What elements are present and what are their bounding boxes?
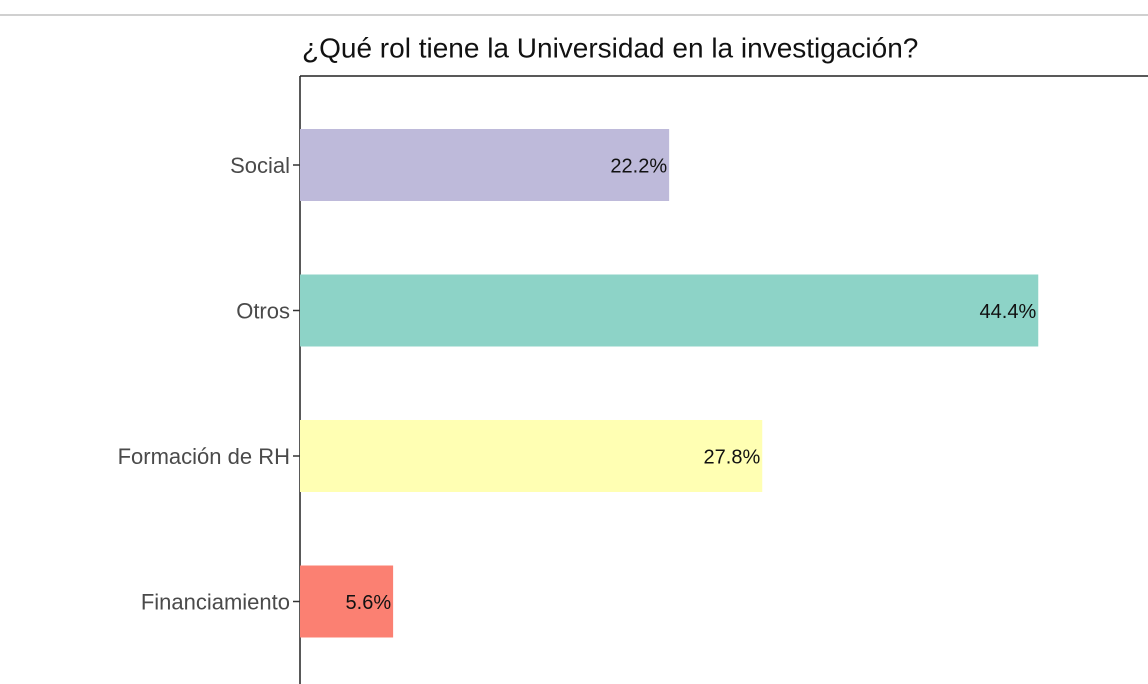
bar	[300, 129, 670, 201]
bar	[300, 274, 1039, 347]
y-tick-label: Formación de RH	[118, 444, 290, 469]
y-tick-label: Financiamiento	[141, 589, 290, 614]
chart-title: ¿Qué rol tiene la Universidad en la inve…	[302, 32, 918, 63]
y-tick-label: Otros	[236, 298, 290, 323]
value-label: 27.8%	[704, 446, 761, 468]
bar	[300, 420, 763, 492]
value-label: 44.4%	[980, 301, 1037, 323]
value-label: 22.2%	[610, 155, 667, 177]
y-tick-label: Social	[230, 153, 290, 178]
bar	[300, 565, 394, 638]
value-label: 5.6%	[346, 592, 392, 614]
